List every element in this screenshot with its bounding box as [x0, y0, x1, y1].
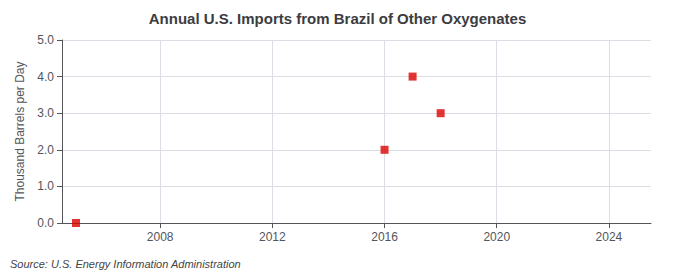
svg-text:2012: 2012	[259, 230, 286, 244]
svg-text:2024: 2024	[596, 230, 623, 244]
svg-text:Source: U.S. Energy Informatio: Source: U.S. Energy Information Administ…	[10, 258, 241, 270]
svg-text:0.0: 0.0	[37, 216, 54, 230]
svg-text:5.0: 5.0	[37, 33, 54, 47]
svg-text:3.0: 3.0	[37, 106, 54, 120]
svg-text:2008: 2008	[147, 230, 174, 244]
svg-text:Thousand Barrels per Day: Thousand Barrels per Day	[13, 61, 27, 201]
svg-text:2.0: 2.0	[37, 143, 54, 157]
svg-text:2016: 2016	[371, 230, 398, 244]
svg-text:1.0: 1.0	[37, 179, 54, 193]
svg-text:2020: 2020	[483, 230, 510, 244]
svg-text:4.0: 4.0	[37, 70, 54, 84]
svg-text:Annual U.S. Imports from Brazi: Annual U.S. Imports from Brazil of Other…	[149, 10, 527, 27]
